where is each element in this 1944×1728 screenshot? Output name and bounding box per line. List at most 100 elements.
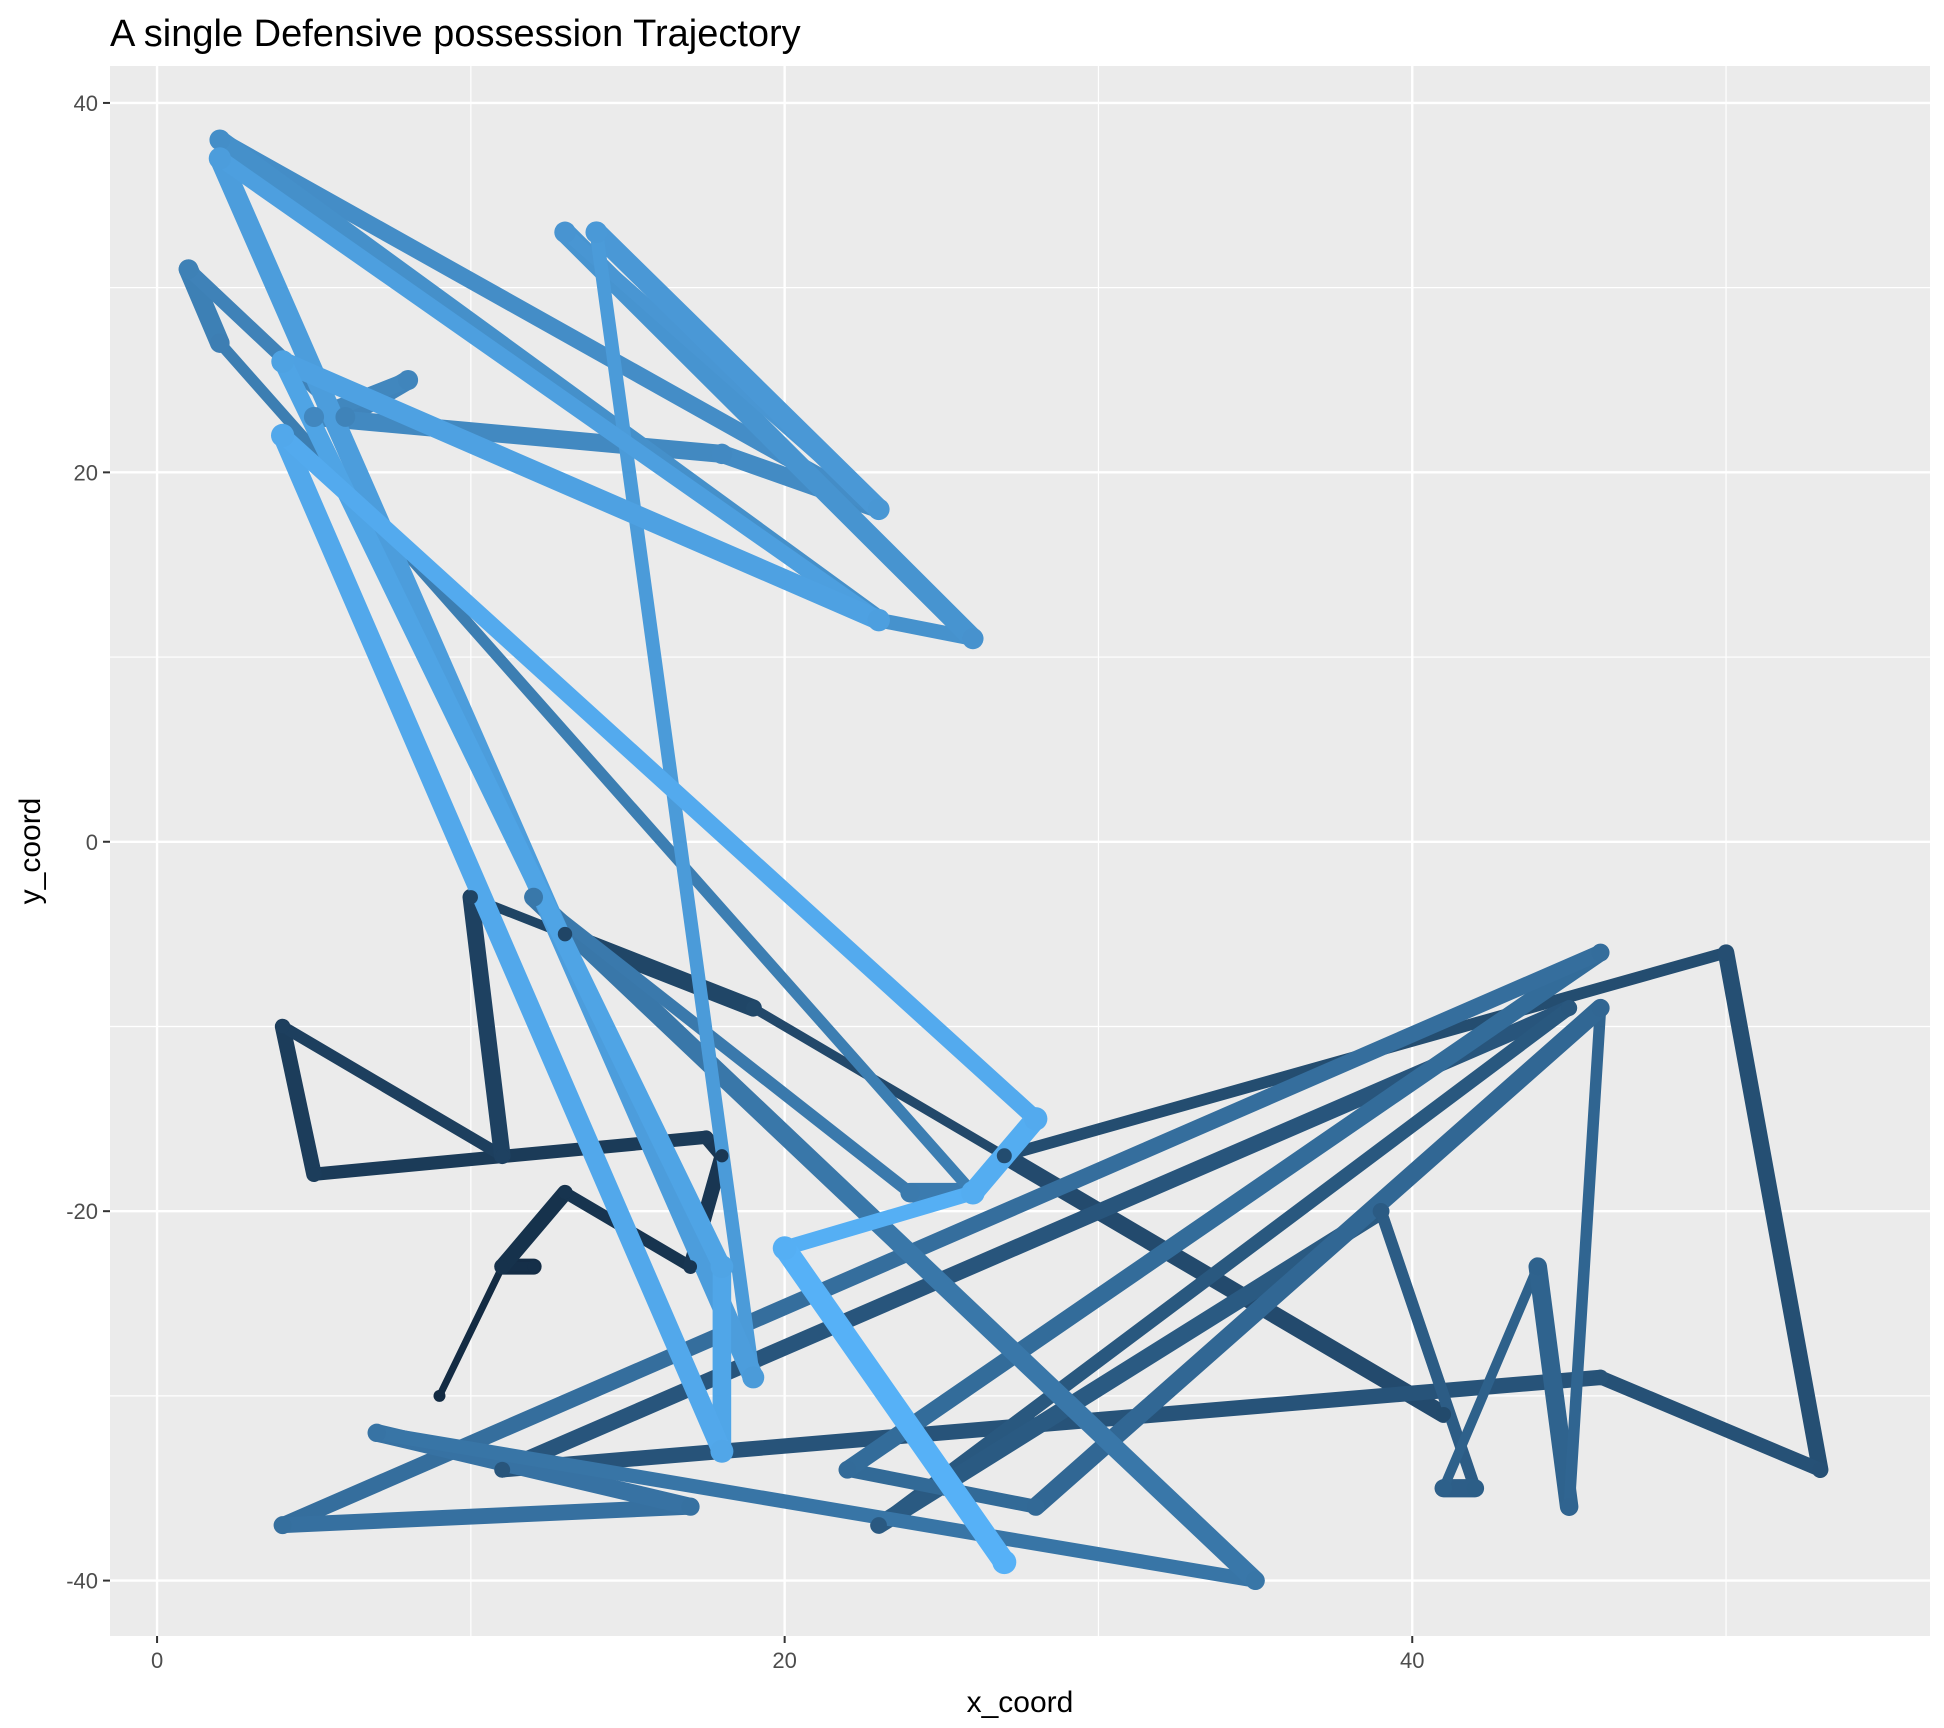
- trajectory-point: [208, 147, 231, 170]
- y-axis-title: y_coord: [14, 798, 47, 905]
- trajectory-point: [1529, 1258, 1547, 1276]
- trajectory-point: [1591, 999, 1610, 1017]
- trajectory-point: [962, 627, 984, 650]
- trajectory-point: [684, 1260, 698, 1274]
- trajectory-segment: [274, 944, 1609, 1534]
- trajectory-point: [1591, 943, 1610, 962]
- trajectory-point: [870, 1517, 887, 1534]
- trajectory-segment: [276, 1020, 508, 1162]
- trajectory-point: [273, 1516, 292, 1535]
- trajectory-segment: [274, 1498, 699, 1534]
- trajectory-point: [275, 1019, 290, 1034]
- trajectory-segment: [524, 887, 1265, 1591]
- trajectory-point: [1246, 1571, 1265, 1590]
- trajectory-point: [495, 1260, 509, 1273]
- trajectory-point: [463, 890, 478, 905]
- trajectory-point: [1812, 1462, 1828, 1478]
- y-tick-label: 20: [74, 460, 98, 485]
- grid-major: [110, 66, 1930, 1636]
- trajectory-point: [838, 1460, 857, 1479]
- trajectory-point: [772, 1236, 797, 1261]
- trajectory-point: [1466, 1479, 1484, 1497]
- trajectory-segment: [838, 943, 1610, 1479]
- trajectory-segment: [871, 1001, 1577, 1533]
- trajectory-segment: [494, 1184, 573, 1275]
- trajectory-point: [867, 498, 890, 521]
- trajectory-point: [681, 1497, 700, 1516]
- trajectory-segment: [773, 1237, 1016, 1574]
- chart-title: A single Defensive possession Trajectory: [110, 13, 801, 55]
- trajectory-point: [270, 423, 295, 448]
- trajectory-point: [585, 221, 608, 244]
- trajectory-segment: [274, 1018, 322, 1182]
- trajectory-segment: [527, 891, 917, 1199]
- trajectory-point: [495, 1148, 510, 1163]
- trajectory-point: [367, 1423, 386, 1443]
- trajectory-point: [1026, 1497, 1045, 1516]
- trajectory-point: [494, 1461, 511, 1478]
- trajectory-point: [1718, 944, 1734, 961]
- trajectory-point: [557, 926, 573, 942]
- trajectory-segment: [211, 150, 887, 629]
- trajectory-point: [335, 407, 356, 427]
- trajectory-point: [1023, 1107, 1048, 1131]
- trajectory-point: [554, 221, 576, 243]
- x-tick-label: 40: [1400, 1648, 1424, 1673]
- trajectory-point: [303, 406, 325, 428]
- trajectory-segment: [494, 1000, 1578, 1478]
- trajectory-point: [433, 1389, 446, 1402]
- trajectory-segment: [369, 1425, 1263, 1588]
- x-tick-label: 0: [151, 1648, 163, 1673]
- y-tick-label: 0: [86, 830, 98, 855]
- trajectory-point: [1560, 1498, 1578, 1516]
- trajectory-point: [699, 1130, 713, 1144]
- trajectory-point: [1435, 1479, 1453, 1497]
- x-axis-title: x_coord: [967, 1686, 1074, 1719]
- trajectory-segment: [1026, 998, 1610, 1516]
- trajectory-point: [1372, 1202, 1390, 1220]
- trajectory-segment: [272, 351, 889, 631]
- trajectory-point: [209, 129, 231, 151]
- trajectory-point: [711, 443, 733, 465]
- trajectory-point: [1561, 1000, 1578, 1016]
- trajectory-point: [715, 1149, 729, 1163]
- trajectory-point: [271, 350, 294, 373]
- trajectory-segment: [777, 1185, 981, 1256]
- trajectory-segment: [1528, 1257, 1579, 1516]
- trajectory-point: [1592, 1369, 1609, 1386]
- trajectory-point: [524, 887, 544, 907]
- trajectory-segment: [272, 425, 732, 1462]
- trajectory-point: [867, 608, 890, 632]
- trajectory-point: [178, 259, 199, 279]
- trajectory-segment: [1563, 1002, 1607, 1513]
- trajectory-point: [398, 370, 419, 390]
- trajectory-point: [527, 1260, 540, 1273]
- trajectory-point: [710, 1439, 734, 1463]
- trajectory-point: [1436, 1406, 1452, 1422]
- trajectory-point: [558, 1186, 572, 1200]
- trajectory-segment: [589, 225, 761, 1385]
- trajectory-point: [742, 1366, 765, 1389]
- trajectory-point: [307, 1167, 321, 1182]
- x-axis: 0 20 40: [151, 1636, 1424, 1673]
- trajectory-segment: [1438, 1261, 1543, 1494]
- trajectory-point: [745, 1000, 761, 1016]
- trajectory-segment: [585, 221, 890, 520]
- trajectory-point: [961, 1180, 985, 1205]
- trajectory-point: [992, 1550, 1017, 1575]
- trajectory-segment: [995, 1147, 1453, 1423]
- y-axis: -40 -20 0 20 40: [66, 91, 110, 1594]
- x-tick-label: 20: [772, 1648, 796, 1673]
- trajectory-segment: [1717, 944, 1829, 1479]
- y-tick-label: -40: [66, 1569, 98, 1594]
- trajectory-point: [710, 1255, 734, 1278]
- trajectory-segment: [462, 888, 511, 1165]
- trajectory-path: [178, 129, 1829, 1591]
- trajectory-point: [900, 1183, 920, 1203]
- y-tick-label: 40: [74, 91, 98, 116]
- trajectory-segment: [870, 1202, 1390, 1534]
- trajectory-segment: [1593, 1370, 1828, 1477]
- trajectory-segment: [274, 426, 1045, 1128]
- plot-panel: [110, 66, 1930, 1636]
